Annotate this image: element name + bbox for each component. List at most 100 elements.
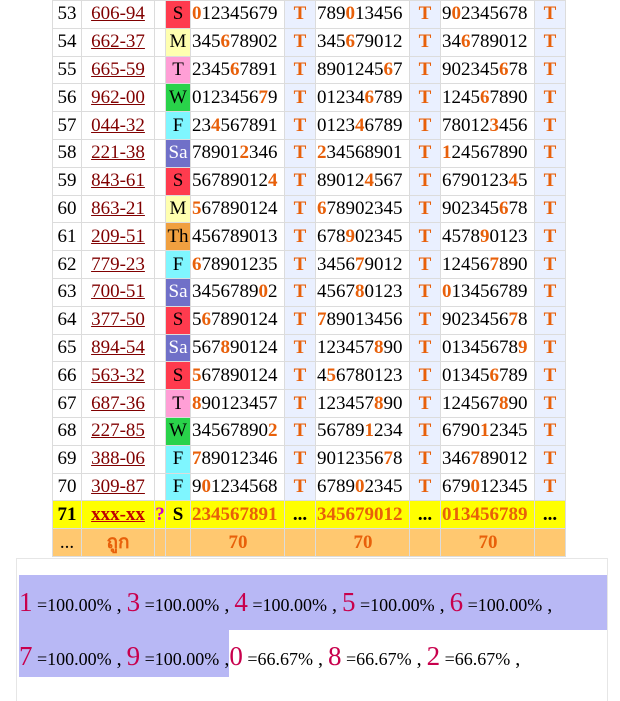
row-number: 66 bbox=[52, 361, 82, 391]
digit: 2 bbox=[355, 58, 365, 80]
digit-sequence: 567890124 bbox=[190, 305, 285, 335]
digit: 1 bbox=[239, 253, 250, 275]
digit: 6 bbox=[442, 475, 452, 497]
spacer-cell bbox=[154, 0, 166, 29]
digit: 4 bbox=[258, 448, 269, 470]
result-code-link[interactable]: 221-38 bbox=[91, 142, 145, 164]
digit: 3 bbox=[317, 253, 327, 275]
digit: 5 bbox=[518, 420, 528, 442]
result-code-link[interactable]: 665-59 bbox=[91, 58, 145, 80]
result-code-link[interactable]: 843-61 bbox=[91, 170, 145, 192]
result-code-link[interactable]: 687-36 bbox=[91, 392, 145, 414]
result-code-link[interactable]: 388-06 bbox=[91, 448, 145, 470]
digit: 0 bbox=[317, 114, 327, 136]
stat-separator: , bbox=[326, 594, 342, 616]
digit: 7 bbox=[374, 86, 384, 108]
highlighted-digit: 0 bbox=[201, 475, 212, 497]
result-code-link[interactable]: 894-54 bbox=[91, 336, 145, 358]
stat-percent: =100.00% bbox=[247, 595, 327, 615]
results-table: 53 606-94 S 012345679 T 789013456 T 902345678 T 5… bbox=[52, 0, 566, 557]
digit-sequence: 124567890 bbox=[440, 83, 535, 113]
digit-sequence: 124567890 bbox=[440, 389, 535, 418]
digit: 9 bbox=[336, 3, 346, 25]
digit: 2 bbox=[489, 170, 500, 192]
result-code-link[interactable]: 044-32 bbox=[91, 114, 145, 136]
t-mark: T bbox=[409, 444, 441, 474]
digit: 5 bbox=[268, 253, 278, 275]
digit: 1 bbox=[317, 336, 327, 358]
digit: 0 bbox=[442, 364, 452, 386]
digit: 0 bbox=[470, 170, 481, 192]
highlighted-digit: 5 bbox=[326, 364, 337, 386]
digit: 2 bbox=[364, 225, 375, 247]
result-code-link[interactable]: 309-87 bbox=[91, 475, 145, 497]
t-mark: T bbox=[534, 277, 566, 307]
digit: 3 bbox=[336, 336, 346, 358]
digit: 0 bbox=[345, 309, 356, 331]
digit: 9 bbox=[268, 3, 278, 25]
digit: 2 bbox=[508, 225, 519, 247]
digit: 7 bbox=[326, 197, 337, 219]
digit: 3 bbox=[239, 392, 250, 414]
result-code-link[interactable]: 962-00 bbox=[91, 86, 145, 108]
result-code-link[interactable]: 209-51 bbox=[91, 225, 145, 247]
table-row: 58 221-38 Sa 789012346 T 234568901 T 124567890 T bbox=[52, 138, 566, 168]
result-code-link[interactable]: 779-23 bbox=[91, 253, 145, 275]
digit: 7 bbox=[489, 142, 500, 164]
digit: 8 bbox=[383, 86, 394, 108]
t-mark: T bbox=[284, 305, 316, 335]
day-badge: M bbox=[165, 27, 191, 57]
digit: 6 bbox=[211, 225, 221, 247]
highlighted-digit: 4 bbox=[355, 114, 365, 136]
digit: 3 bbox=[461, 364, 471, 386]
digit: 3 bbox=[393, 281, 403, 303]
stat-digit: 1 bbox=[19, 587, 33, 617]
result-code-link[interactable]: 563-32 bbox=[91, 364, 145, 386]
result-code-link[interactable]: xxx-xx bbox=[91, 503, 145, 525]
highlighted-digit: 4 bbox=[508, 170, 519, 192]
result-code-link[interactable]: 606-94 bbox=[91, 3, 145, 25]
result-code-link[interactable]: 377-50 bbox=[91, 309, 145, 331]
digit: 3 bbox=[192, 420, 202, 442]
result-code-link[interactable]: 227-85 bbox=[91, 420, 145, 442]
digit: 3 bbox=[383, 420, 394, 442]
digit: 6 bbox=[499, 3, 509, 25]
stat-digit: 2 bbox=[426, 641, 441, 671]
result-code-link[interactable]: 662-37 bbox=[91, 31, 145, 53]
digit: 8 bbox=[220, 197, 231, 219]
digit: 3 bbox=[374, 197, 384, 219]
t-mark: T bbox=[284, 166, 316, 196]
digit: 4 bbox=[326, 31, 337, 53]
digit: 9 bbox=[364, 31, 375, 53]
digit: 1 bbox=[249, 197, 259, 219]
highlighted-digit: 1 bbox=[442, 142, 452, 164]
digit: 1 bbox=[470, 114, 481, 136]
result-code-cell: 227-85 bbox=[81, 416, 155, 446]
table-row: 66 563-32 S 567890124 T 456780123 T 013456789 T bbox=[52, 361, 566, 391]
stat-digit: 9 bbox=[126, 641, 141, 671]
digit: 2 bbox=[461, 197, 471, 219]
highlighted-digit: 1 bbox=[480, 420, 490, 442]
digit: 5 bbox=[489, 309, 500, 331]
digit-sequence: 013456789 bbox=[440, 500, 535, 530]
digit: 2 bbox=[239, 448, 250, 470]
digit: 6 bbox=[393, 309, 403, 331]
digit: 1 bbox=[249, 364, 259, 386]
highlighted-digit: 0 bbox=[442, 281, 452, 303]
digit: 2 bbox=[393, 253, 403, 275]
digit: 2 bbox=[374, 420, 384, 442]
row-number: 67 bbox=[52, 389, 82, 418]
digit: 0 bbox=[249, 225, 259, 247]
highlighted-digit: 4 bbox=[364, 170, 375, 192]
result-code-link[interactable]: 700-51 bbox=[91, 281, 145, 303]
table-row: 54 662-37 M 345678902 T 345679012 T 346789012 T bbox=[52, 27, 566, 57]
digit-sequence: 567890124 bbox=[190, 361, 285, 391]
t-mark: T bbox=[409, 0, 441, 29]
result-code-cell: 606-94 bbox=[81, 0, 155, 29]
digit: 3 bbox=[258, 253, 269, 275]
digit: 5 bbox=[383, 3, 394, 25]
digit: 9 bbox=[461, 420, 471, 442]
result-code-link[interactable]: 863-21 bbox=[91, 197, 145, 219]
table-row: 69 388-06 F 789012346 T 901235678 T 346789012 T bbox=[52, 444, 566, 474]
t-mark: T bbox=[284, 138, 316, 168]
